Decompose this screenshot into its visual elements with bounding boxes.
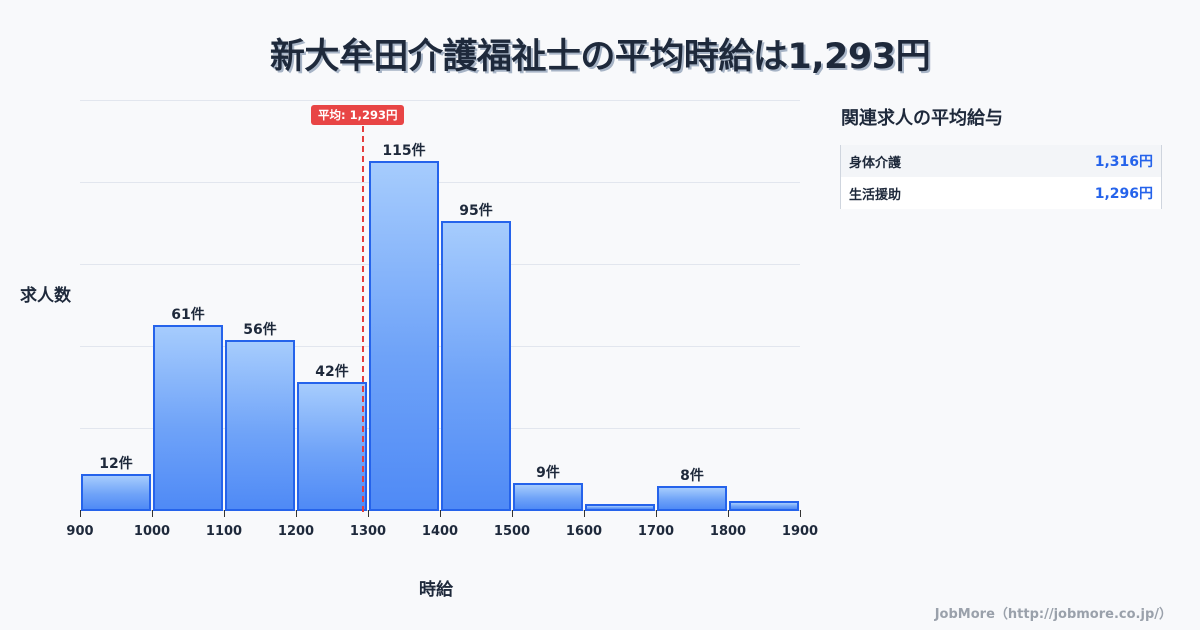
related-salary-row: 身体介護 1,316円 <box>841 145 1161 177</box>
gridline <box>80 428 800 429</box>
x-tick <box>368 510 369 517</box>
bar-value-label: 61件 <box>171 306 205 323</box>
x-tick-label: 1900 <box>781 524 819 539</box>
x-tick <box>512 510 513 517</box>
gridline <box>80 182 800 183</box>
x-tick <box>656 510 657 517</box>
histogram-bar <box>297 382 367 511</box>
mean-badge: 平均: 1,293円 <box>311 105 405 125</box>
x-tick-label: 1400 <box>421 524 459 539</box>
related-salary-row: 生活援助 1,296円 <box>841 177 1161 209</box>
x-tick-label: 900 <box>66 524 94 539</box>
x-tick <box>800 510 801 517</box>
x-tick <box>152 510 153 517</box>
job-type-salary: 1,316円 <box>1094 154 1153 170</box>
histogram-bar <box>369 160 439 511</box>
job-type-name: 生活援助 <box>849 187 902 203</box>
x-tick-label: 1800 <box>709 524 747 539</box>
bar-value-label: 115件 <box>382 142 426 159</box>
job-type-salary: 1,296円 <box>1094 186 1153 202</box>
x-tick <box>224 510 225 517</box>
histogram-bar <box>585 503 655 511</box>
bar-value-label: 42件 <box>315 364 349 381</box>
mean-line <box>361 126 364 512</box>
histogram-bar <box>81 473 151 511</box>
x-tick-label: 1500 <box>493 524 531 539</box>
histogram-bar <box>657 485 727 511</box>
histogram-bar <box>729 500 799 511</box>
y-axis-label: 求人数 <box>20 286 71 306</box>
related-salary-table: 身体介護 1,316円 生活援助 1,296円 <box>840 145 1162 209</box>
job-type-name: 身体介護 <box>849 155 902 171</box>
x-tick <box>296 510 297 517</box>
x-tick <box>80 510 81 517</box>
gridline <box>80 264 800 265</box>
x-tick-label: 1600 <box>565 524 603 539</box>
bar-value-label: 12件 <box>99 455 133 472</box>
related-salary-title: 関連求人の平均給与 <box>841 108 1003 129</box>
histogram-bar <box>441 221 511 511</box>
bar-value-label: 9件 <box>536 464 560 481</box>
histogram-bar <box>153 324 223 511</box>
x-tick-label: 1700 <box>637 524 675 539</box>
x-tick <box>728 510 729 517</box>
footer-credit: JobMore（http://jobmore.co.jp/） <box>934 607 1172 622</box>
x-tick-label: 1100 <box>205 524 243 539</box>
gridline <box>80 346 800 347</box>
bar-value-label: 95件 <box>459 203 493 220</box>
x-tick-label: 1200 <box>277 524 315 539</box>
bar-value-label: 56件 <box>243 321 277 338</box>
x-tick-label: 1300 <box>349 524 387 539</box>
x-tick <box>584 510 585 517</box>
chart-title: 新大牟田介護福祉士の平均時給は1,293円 <box>269 37 931 77</box>
bar-value-label: 8件 <box>680 467 704 484</box>
histogram-bar <box>513 482 583 511</box>
gridline <box>80 100 800 101</box>
x-tick-label: 1000 <box>133 524 171 539</box>
x-axis-label: 時給 <box>419 580 453 600</box>
x-tick <box>440 510 441 517</box>
histogram-bar <box>225 339 295 511</box>
